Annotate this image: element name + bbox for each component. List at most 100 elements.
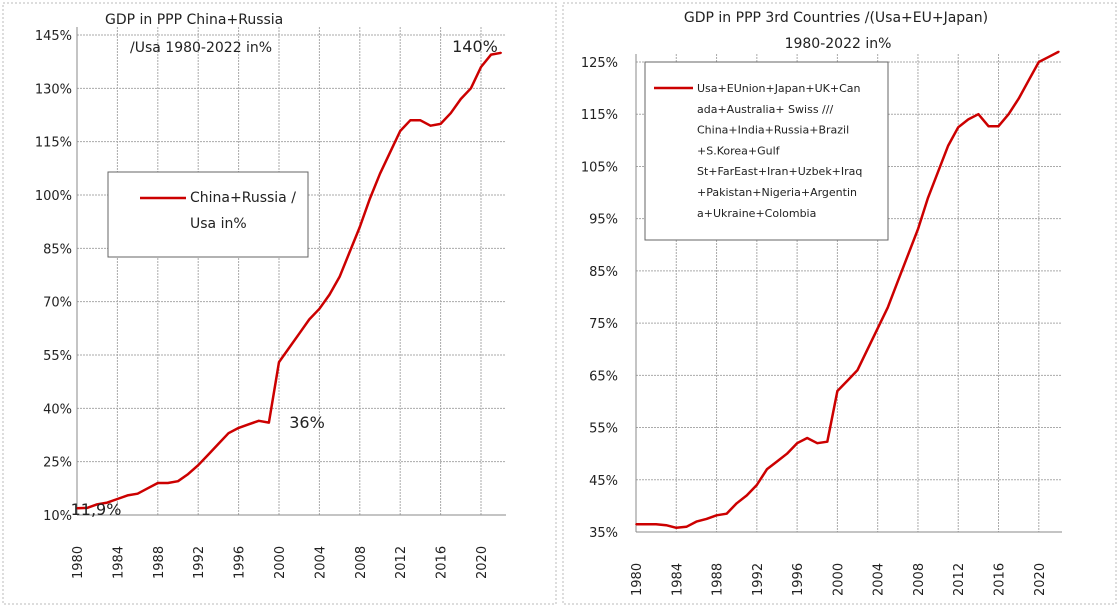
x-tick-label: 1984 [670,563,685,596]
x-tick-label: 1992 [192,546,207,579]
data-point [167,482,169,484]
chart-title: GDP in PPP 3rd Countries /(Usa+EU+Japan) [684,10,988,26]
data-point [856,369,859,371]
x-tick-label: 1988 [152,546,167,579]
data-point [766,468,768,471]
data-point [957,126,960,129]
data-point [876,327,879,330]
y-tick-label: 115% [35,136,72,151]
data-point [288,347,290,349]
chart-title: /Usa 1980-2022 in% [130,40,272,56]
data-point [187,473,189,475]
data-point [399,130,402,132]
data-point [977,113,980,116]
data-point [725,512,728,515]
x-tick-label: 1992 [751,563,766,596]
data-point [796,442,798,445]
y-tick-label: 85% [589,265,618,280]
y-tick-label: 45% [589,474,618,489]
data-annotation: 36% [289,413,325,432]
legend-box [644,61,889,241]
legend-label: St+FarEast+Iran+Uzbek+Iraq [697,165,862,178]
x-tick-label: 1984 [111,546,126,579]
data-point [126,494,129,497]
y-tick-label: 75% [589,317,618,332]
data-point [227,432,230,435]
data-point [116,498,119,500]
data-point [106,501,109,504]
data-point [96,503,98,506]
data-point [947,144,949,147]
y-tick-label: 85% [43,242,72,257]
data-point [439,123,442,125]
y-tick-label: 105% [581,160,618,175]
data-point [409,119,412,122]
x-tick-label: 2000 [831,563,846,596]
y-tick-label: 55% [589,422,618,437]
y-tick-label: 125% [581,56,618,71]
y-tick-label: 115% [581,108,618,123]
data-point [197,464,199,467]
x-tick-label: 2000 [273,546,288,579]
y-tick-label: 35% [589,526,618,541]
data-point [1058,50,1060,53]
data-point [338,275,341,278]
data-point [328,293,331,296]
data-point [429,124,432,127]
data-point [348,251,351,253]
data-point [470,87,472,90]
data-point [460,98,462,100]
data-point [756,484,758,486]
x-tick-label: 2020 [1033,563,1048,596]
data-point [675,527,678,529]
data-point [1017,97,1020,100]
data-point [826,440,829,443]
data-point [247,423,250,426]
data-point [715,514,718,517]
legend-box [107,171,309,258]
data-point [76,507,78,510]
x-tick-label: 1996 [233,546,248,579]
x-tick-label: 2008 [354,546,369,579]
data-point [359,226,361,228]
data-point [207,453,210,456]
x-tick-label: 1988 [711,563,726,596]
data-point [997,125,1000,128]
data-point [866,348,869,351]
y-tick-label: 95% [589,213,618,228]
data-point [786,452,788,455]
data-point [369,197,371,200]
data-annotation: 140% [452,37,498,56]
data-point [379,172,381,175]
data-point [907,254,909,257]
chart-title: 1980-2022 in% [785,36,892,52]
data-point [735,502,738,505]
x-tick-label: 2016 [993,563,1008,596]
legend-label: +S.Korea+Gulf [697,144,781,157]
data-point [695,520,698,523]
x-tick-label: 2012 [952,563,967,596]
data-point [157,482,159,484]
x-tick-label: 1980 [71,546,86,579]
legend-label: China+India+Russia+Brazil [697,124,849,137]
y-tick-label: 40% [43,402,72,417]
data-point [917,228,919,230]
data-point [308,318,311,321]
y-tick-label: 25% [43,456,72,471]
data-point [136,492,139,495]
data-point [685,525,688,528]
data-point [490,53,492,56]
data-point [937,170,939,173]
right-chart: 35% 45% 55% 65% 75% 85% 95% 105% 115% 125% 1980 198… [581,10,1062,596]
y-tick-label: 10% [43,509,72,524]
data-point [318,307,321,310]
data-point [298,332,301,335]
data-point [217,443,220,445]
y-tick-label: 65% [589,369,618,384]
legend-label: Usa+EUnion+Japan+UK+Can [697,82,860,95]
legend-label: a+Ukraine+Colombia [697,207,816,220]
x-tick-label: 2008 [912,563,927,596]
data-point [278,361,280,363]
data-point [655,523,657,525]
data-point [1038,61,1040,63]
